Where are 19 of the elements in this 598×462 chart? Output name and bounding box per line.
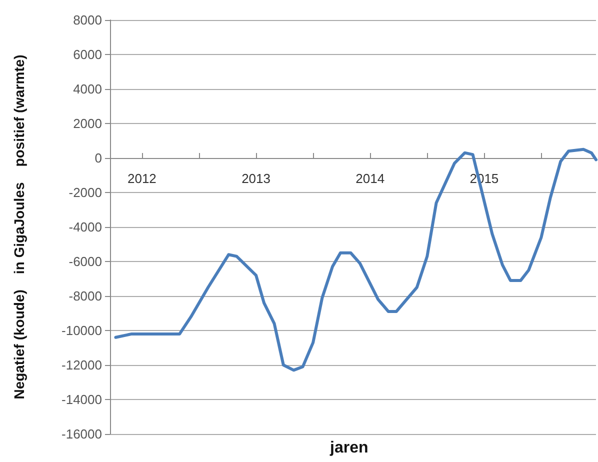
y-tick-label: 4000	[73, 82, 102, 96]
y-tick-label: -14000	[62, 392, 102, 407]
y-tick-label: -12000	[62, 358, 102, 372]
y-tick-label: -16000	[62, 426, 102, 442]
x-tick-label: 2012	[127, 171, 156, 186]
y-tick-label: -8000	[68, 288, 102, 304]
x-tick-label: 2013	[242, 171, 270, 186]
y-tick-label: 8000	[73, 12, 102, 28]
line-series	[114, 148, 598, 372]
y-tick-label: -4000	[68, 220, 102, 234]
y-tick-label: -2000	[68, 185, 102, 200]
y-tick-label: 2000	[73, 116, 102, 131]
x-axis-title: jaren	[329, 440, 368, 456]
y-axis-title: Negatief (koude) in GigaJoules positief (warmte)	[11, 54, 27, 400]
y-tick-label: -10000	[62, 323, 102, 338]
y-tick-label: -6000	[68, 254, 102, 269]
x-tick-label: 2014	[356, 171, 385, 186]
y-tick-label: 0	[94, 150, 102, 166]
y-tick-label: 6000	[73, 47, 102, 62]
